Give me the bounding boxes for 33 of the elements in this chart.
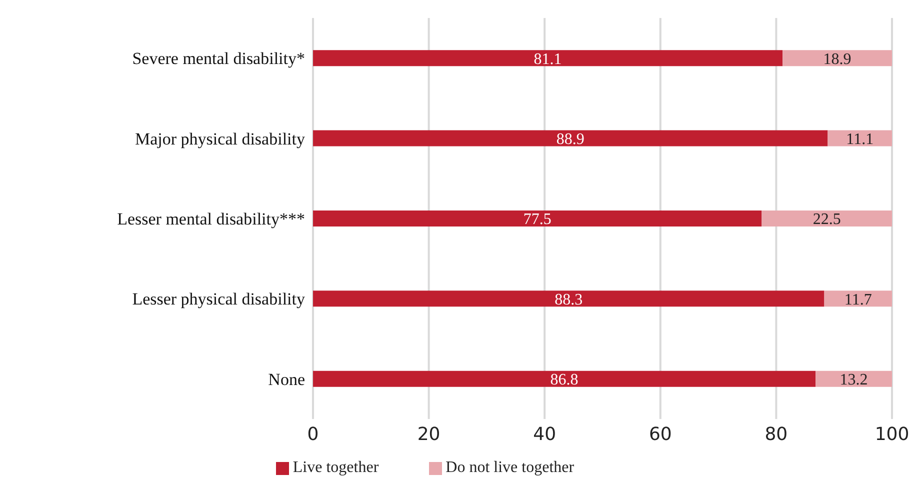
data-label: 86.8 — [550, 372, 578, 389]
bar — [313, 130, 828, 146]
legend-label: Do not live together — [446, 459, 574, 476]
data-label: 11.7 — [844, 291, 872, 308]
y-tick-label: Major physical disability — [135, 129, 306, 148]
data-label: 18.9 — [823, 50, 852, 68]
data-label: 88.3 — [554, 291, 583, 308]
bar — [816, 370, 892, 387]
x-tick-label: 80 — [764, 424, 788, 445]
bar — [782, 50, 892, 66]
x-tick-label: 20 — [417, 424, 440, 445]
x-tick-label: 0 — [307, 424, 319, 445]
x-tick-label: 100 — [874, 424, 910, 445]
x-tick-label: 40 — [533, 424, 556, 445]
y-tick-label: Severe mental disability* — [132, 49, 305, 68]
bar — [313, 210, 762, 226]
bar — [828, 130, 892, 146]
bar — [313, 50, 783, 66]
y-tick-label: Lesser mental disability*** — [117, 210, 305, 229]
bar — [824, 290, 892, 307]
y-tick-label: Lesser physical disability — [132, 290, 306, 309]
data-label: 77.5 — [523, 211, 552, 228]
bar — [313, 370, 816, 387]
legend-label: Live together — [292, 459, 379, 476]
data-label: 22.5 — [812, 211, 841, 228]
data-label: 11.1 — [846, 130, 874, 148]
data-label: 88.9 — [556, 130, 584, 148]
data-label: 81.1 — [534, 50, 562, 68]
data-label: 13.2 — [840, 372, 868, 389]
bar — [762, 210, 892, 226]
x-tick-label: 60 — [648, 424, 672, 445]
y-tick-label: None — [268, 370, 305, 389]
bar — [313, 290, 824, 307]
